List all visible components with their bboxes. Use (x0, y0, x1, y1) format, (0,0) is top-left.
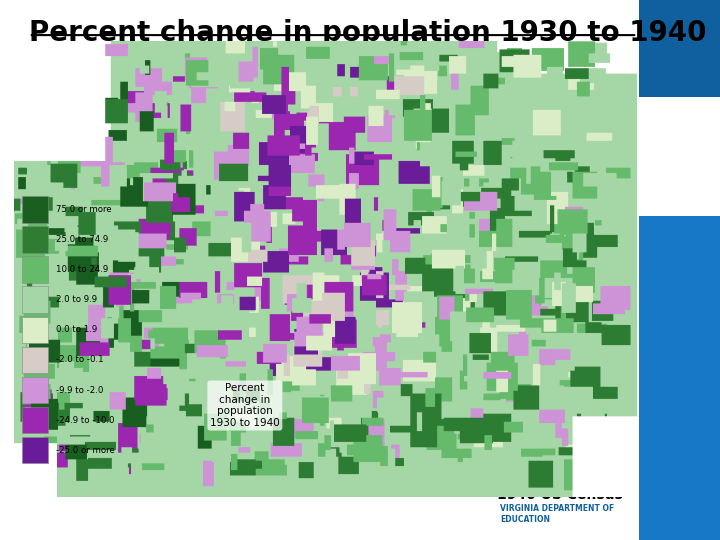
Bar (22, 286, 48, 313)
Text: 0.0 to 1.9: 0.0 to 1.9 (55, 325, 96, 334)
Bar (22, 196, 48, 222)
Text: -24.9 to -10.0: -24.9 to -10.0 (55, 416, 114, 424)
Text: 10.0 to 24.9: 10.0 to 24.9 (55, 265, 108, 274)
Text: -9.9 to -2.0: -9.9 to -2.0 (55, 386, 103, 395)
Text: -2.0 to -0.1: -2.0 to -0.1 (55, 355, 103, 364)
Text: 2.0 to 9.9: 2.0 to 9.9 (55, 295, 96, 304)
Bar (639, 0, 720, 97)
Bar (22, 377, 48, 403)
Bar (22, 256, 48, 283)
Bar (22, 347, 48, 373)
Bar (22, 316, 48, 343)
Bar (22, 407, 48, 434)
Bar (639, 216, 720, 540)
Text: 1940 US Census: 1940 US Census (497, 488, 623, 502)
Bar (22, 437, 48, 463)
Bar (22, 226, 48, 253)
Text: Percent change in population 1930 to 1940: Percent change in population 1930 to 194… (29, 19, 706, 47)
Text: 75.0 or more: 75.0 or more (55, 205, 111, 214)
Text: VIRGINIA DEPARTMENT OF
EDUCATION: VIRGINIA DEPARTMENT OF EDUCATION (500, 504, 615, 524)
Text: 25.0 to 74.9: 25.0 to 74.9 (55, 235, 108, 244)
Text: Percent
change in
population
1930 to 1940: Percent change in population 1930 to 194… (210, 383, 279, 428)
Text: -25.0 or more: -25.0 or more (55, 446, 114, 455)
